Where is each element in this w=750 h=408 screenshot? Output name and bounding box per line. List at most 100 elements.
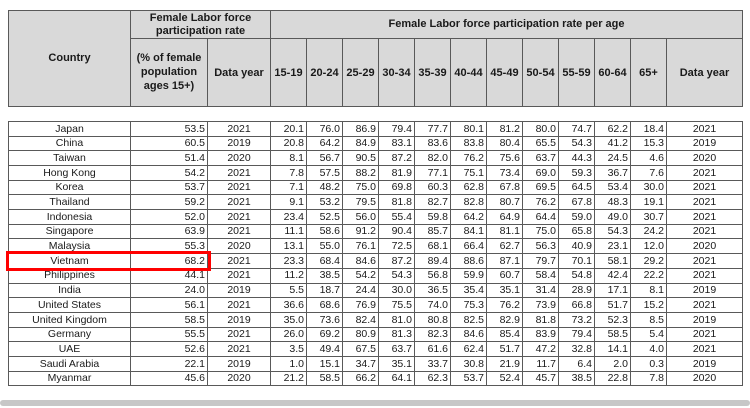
table-row-malaysia: Malaysia 55.3 2020 13.1 55.0 76.1 72.5 68.1 66.4…: [8, 238, 744, 255]
cell-age-40-44: 76.2: [450, 150, 487, 167]
cell-data-year-2: 2020: [665, 238, 744, 255]
cell-age-55-59: 73.2: [558, 311, 595, 328]
cell-age-50-54: 79.7: [522, 253, 559, 269]
cell-age-45-49: 87.1: [486, 253, 523, 269]
cell-age-50-54: 83.9: [522, 326, 559, 343]
cell-age-45-49: 64.9: [486, 209, 523, 225]
cell-age-20-24: 76.0: [306, 120, 343, 137]
cell-age-50-54: 31.4: [522, 282, 559, 299]
cell-age-20-24: 68.4: [306, 253, 343, 269]
cell-age-15-19: 21.2: [270, 370, 307, 387]
cell-rate: 53.5: [130, 120, 208, 137]
table-row-myanmar: Myanmar 45.6 2020 21.2 58.5 66.2 64.1 62.3 53.7 5…: [8, 370, 744, 387]
cell-age-55-59: 40.9: [558, 238, 595, 255]
cell-age-20-24: 57.5: [306, 165, 343, 181]
cell-data-year: 2021: [207, 267, 271, 284]
cell-rate: 52.0: [130, 209, 208, 225]
cell-data-year-2: 2021: [665, 326, 744, 343]
cell-age-40-44: 66.4: [450, 238, 487, 255]
cell-age-65+: 7.6: [630, 165, 667, 181]
cell-age-30-34: 79.4: [378, 120, 415, 137]
cell-age-40-44: 83.8: [450, 135, 487, 152]
column-header-country: Country: [8, 9, 131, 108]
cell-age-30-34: 83.1: [378, 135, 415, 152]
cell-age-30-34: 55.4: [378, 209, 415, 225]
cell-data-year: 2021: [207, 326, 271, 343]
cell-age-55-59: 54.3: [558, 135, 595, 152]
cell-age-30-34: 87.2: [378, 253, 415, 269]
cell-age-20-24: 64.2: [306, 135, 343, 152]
table-body: Japan 53.5 2021 20.1 76.0 86.9 79.4 77.7 80.1 81.…: [8, 106, 744, 387]
cell-data-year-2: 2021: [665, 194, 744, 211]
cell-age-65+: 5.4: [630, 326, 667, 343]
column-header-age-15-19: 15-19: [270, 38, 307, 108]
table-container: Country Female Labor force participation…: [5, 9, 744, 387]
horizontal-scrollbar[interactable]: [0, 400, 750, 406]
table-row-hong-kong: Hong Kong 54.2 2021 7.8 57.5 88.2 81.9 77.1 75.1…: [8, 165, 744, 181]
cell-age-50-54: 69.5: [522, 179, 559, 196]
cell-age-35-39: 68.1: [414, 238, 451, 255]
cell-age-20-24: 58.5: [306, 370, 343, 387]
cell-data-year: 2019: [207, 135, 271, 152]
cell-age-55-59: 38.5: [558, 370, 595, 387]
cell-age-60-64: 17.1: [594, 282, 631, 299]
cell-age-50-54: 81.8: [522, 311, 559, 328]
cell-age-45-49: 67.8: [486, 179, 523, 196]
cell-rate: 55.3: [130, 238, 208, 255]
cell-country: UAE: [8, 341, 131, 357]
cell-age-35-39: 60.3: [414, 179, 451, 196]
cell-data-year-2: 2021: [665, 267, 744, 284]
cell-age-35-39: 61.6: [414, 341, 451, 357]
cell-age-20-24: 38.5: [306, 267, 343, 284]
cell-age-20-24: 48.2: [306, 179, 343, 196]
cell-rate: 58.5: [130, 311, 208, 328]
cell-age-25-29: 88.2: [342, 165, 379, 181]
table-row-uae: UAE 52.6 2021 3.5 49.4 67.5 63.7 61.6 62.4 51.7 47…: [8, 341, 744, 357]
cell-age-30-34: 54.3: [378, 267, 415, 284]
cell-rate: 68.2: [130, 253, 208, 269]
cell-age-20-24: 68.6: [306, 297, 343, 313]
cell-age-20-24: 56.7: [306, 150, 343, 167]
cell-age-25-29: 91.2: [342, 223, 379, 240]
cell-age-50-54: 80.0: [522, 120, 559, 137]
cell-data-year-2: 2021: [665, 179, 744, 196]
cell-age-50-54: 63.7: [522, 150, 559, 167]
cell-country: China: [8, 135, 131, 152]
cell-country: Hong Kong: [8, 165, 131, 181]
cell-data-year-2: 2020: [665, 370, 744, 387]
cell-data-year: 2021: [207, 120, 271, 137]
cell-rate: 63.9: [130, 223, 208, 240]
cell-age-50-54: 69.0: [522, 165, 559, 181]
cell-age-25-29: 82.4: [342, 311, 379, 328]
table-row-japan: Japan 53.5 2021 20.1 76.0 86.9 79.4 77.7 80.1 81.…: [8, 120, 744, 137]
cell-age-60-64: 42.4: [594, 267, 631, 284]
cell-age-40-44: 75.3: [450, 297, 487, 313]
cell-age-60-64: 14.1: [594, 341, 631, 357]
cell-age-55-59: 70.1: [558, 253, 595, 269]
cell-data-year: 2021: [207, 194, 271, 211]
cell-data-year: 2021: [207, 341, 271, 357]
group-header-rate-per-age: Female Labor force participation rate pe…: [269, 9, 744, 40]
labor-force-table: Country Female Labor force participation…: [8, 9, 744, 387]
cell-age-35-39: 82.0: [414, 150, 451, 167]
cell-age-40-44: 75.1: [450, 165, 487, 181]
table-row-indonesia: Indonesia 52.0 2021 23.4 52.5 56.0 55.4 59.8 64.…: [8, 209, 744, 225]
cell-age-45-49: 60.7: [486, 267, 523, 284]
cell-age-60-64: 2.0: [594, 355, 631, 372]
table-row-taiwan: Taiwan 51.4 2020 8.1 56.7 90.5 87.2 82.0 76.2 75.…: [8, 150, 744, 167]
cell-age-45-49: 75.6: [486, 150, 523, 167]
cell-age-55-59: 79.4: [558, 326, 595, 343]
cell-country: Singapore: [8, 223, 131, 240]
table-row-united-kingdom: United Kingdom 58.5 2019 35.0 73.6 82.4 81.0 80…: [8, 311, 744, 328]
cell-age-35-39: 62.3: [414, 370, 451, 387]
cell-age-50-54: 65.5: [522, 135, 559, 152]
cell-data-year: 2019: [207, 355, 271, 372]
header-group-row: Country Female Labor force participation…: [8, 9, 744, 108]
cell-age-15-19: 3.5: [270, 341, 307, 357]
cell-age-65+: 7.8: [630, 370, 667, 387]
cell-age-40-44: 62.4: [450, 341, 487, 357]
cell-age-45-49: 80.4: [486, 135, 523, 152]
cell-age-50-54: 73.9: [522, 297, 559, 313]
cell-rate: 44.1: [130, 267, 208, 284]
cell-age-25-29: 80.9: [342, 326, 379, 343]
